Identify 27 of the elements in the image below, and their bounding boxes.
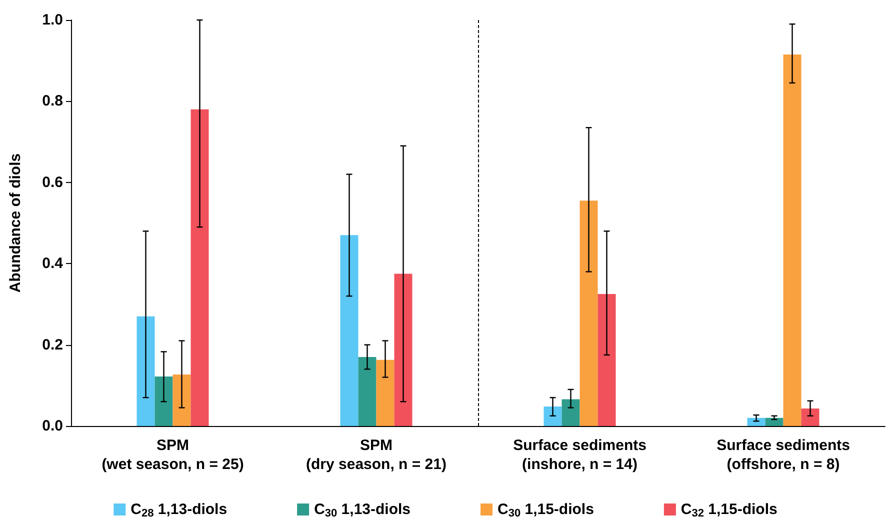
y-tick-label: 0.0 <box>42 418 63 434</box>
bar <box>154 376 173 426</box>
bar <box>190 109 209 426</box>
x-tick-label: Surface sediments (offshore, n = 8) <box>716 437 850 473</box>
bar <box>544 406 562 426</box>
bar <box>783 54 802 426</box>
bar <box>801 408 820 426</box>
bar <box>376 360 394 426</box>
y-axis-title: Abundance of diols <box>7 153 24 293</box>
bar <box>580 200 598 426</box>
bar <box>136 316 155 426</box>
x-tick-label: Surface sediments (inshore, n = 14) <box>513 437 646 473</box>
y-tick-label: 1.0 <box>42 12 63 28</box>
bar <box>172 374 191 426</box>
x-tick-label: SPM (wet season, n = 25) <box>102 437 244 473</box>
bar <box>765 418 784 426</box>
bar <box>562 399 580 426</box>
bar <box>340 235 358 426</box>
y-tick-label: 0.4 <box>42 255 64 272</box>
y-tick-label: 0.8 <box>42 92 63 110</box>
bar <box>598 294 616 426</box>
x-tick-label: SPM (dry season, n = 21) <box>306 437 446 473</box>
y-tick-label: 0.2 <box>42 336 63 354</box>
bar <box>394 274 412 426</box>
y-tick-label: 0.6 <box>42 174 63 191</box>
bar <box>358 356 376 426</box>
bar <box>747 418 766 426</box>
